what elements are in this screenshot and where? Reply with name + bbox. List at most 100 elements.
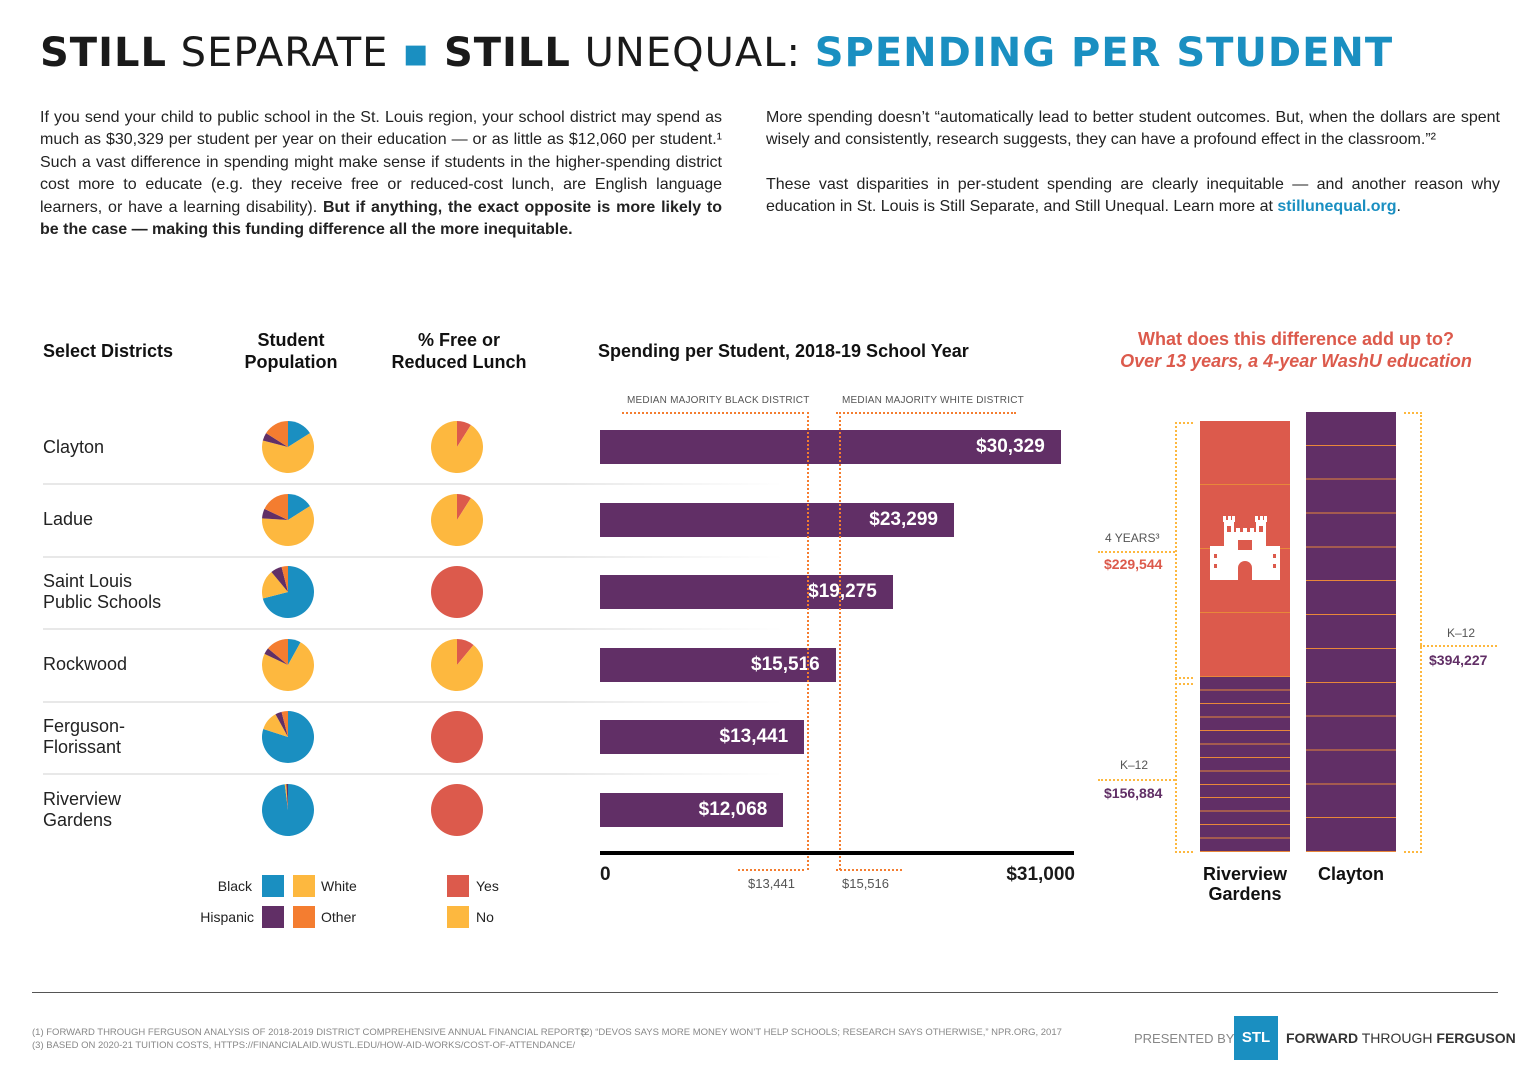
stl-logo-text: STL [1241, 1029, 1271, 1046]
rg-k12-value: $156,884 [1104, 785, 1163, 801]
population-slice-black [288, 638, 301, 665]
college-bracket-top [1175, 422, 1193, 424]
legend-yes-swatch [447, 875, 469, 897]
x-axis [600, 851, 1074, 855]
title-subject: SPENDING PER STUDENT [814, 30, 1394, 76]
population-slice-black [288, 493, 310, 520]
median-black-line [807, 412, 810, 870]
col1-line1: Riverview [1202, 864, 1288, 884]
college-bracket [1175, 422, 1177, 680]
population-slice-white [262, 433, 314, 473]
intro-right-p1: More spending doesn’t “automatically lea… [766, 109, 1500, 149]
row-separator [43, 628, 783, 631]
population-pie [262, 493, 314, 546]
spending-bar: $23,299 [600, 502, 954, 537]
header-population-1: Student [257, 330, 325, 350]
header-districts: Select Districts [43, 341, 174, 361]
spending-bar-label: $19,275 [808, 581, 877, 603]
org-1: FORWARD [1286, 1030, 1359, 1046]
header-lunch-2: Reduced Lunch [391, 352, 527, 372]
clayton-bracket-top [1404, 412, 1422, 414]
lunch-slice-yes [431, 566, 483, 619]
clayton-k12-segment [1306, 412, 1396, 852]
median-white-top-line [836, 412, 1016, 414]
rg-k12-bracket-top [1175, 683, 1193, 685]
clayton-bracket-bottom [1404, 851, 1422, 853]
page-title: STILL SEPARATE ▪ STILL UNEQUAL: SPENDING… [40, 30, 1393, 76]
intro-left-text: If you send your child to public school … [40, 109, 722, 216]
title-unequal: UNEQUAL: [584, 30, 801, 76]
lunch-slice-no [431, 493, 483, 546]
legend-other-label: Other [321, 909, 357, 925]
riverview-k12-segment [1200, 676, 1290, 852]
median-white-bottom-line [836, 869, 902, 871]
population-pie [262, 421, 314, 473]
population-slice-white [263, 714, 288, 738]
district-name-line: Rockwood [43, 654, 128, 675]
row-separator [43, 555, 783, 558]
lunch-slice-no [431, 421, 483, 473]
population-slice-other [267, 638, 288, 665]
riverview-column [1200, 420, 1290, 852]
legend-other-swatch [293, 906, 315, 928]
legend-hispanic-label: Hispanic [200, 909, 254, 925]
college-label: 4 YEARS³ [1105, 531, 1160, 545]
spending-bar-label: $23,299 [869, 508, 938, 530]
population-slice-other [281, 711, 288, 738]
district-name-line: Riverview [43, 789, 122, 809]
lunch-pie [431, 421, 483, 473]
district-name: Rockwood [43, 654, 127, 675]
population-pie [262, 638, 314, 691]
spending-bar: $12,068 [600, 793, 784, 827]
population-slice-other [281, 566, 288, 593]
clayton-column [1306, 412, 1396, 852]
median-black-top-line [622, 412, 804, 414]
header-population-2: Population [244, 352, 338, 372]
title-separate: SEPARATE [180, 30, 389, 76]
district-name-line: Florissant [43, 737, 122, 758]
legend-white-label: White [321, 878, 357, 894]
population-slice-other [266, 421, 288, 447]
rg-k12-label: K–12 [1120, 758, 1149, 772]
population-slice-hispanic [262, 508, 288, 520]
lunch-pie [431, 784, 483, 836]
stillunequal-link[interactable]: stillunequal.org [1277, 198, 1397, 216]
spending-bar: $13,441 [600, 720, 805, 755]
district-name: Clayton [43, 437, 104, 458]
legend-white-swatch [293, 875, 315, 897]
district-name-line: Ferguson- [43, 716, 126, 737]
clayton-k12-label: K–12 [1447, 626, 1476, 640]
rg-k12-bracket-bottom [1175, 851, 1193, 853]
row-separator [43, 773, 783, 776]
lunch-pie [431, 493, 483, 546]
col1-line2: Gardens [1208, 884, 1282, 904]
median-white-label: MEDIAN MAJORITY WHITE DISTRICT [842, 395, 1024, 406]
population-slice-hispanic [264, 648, 288, 665]
header-lunch: % Free or Reduced Lunch [369, 329, 549, 373]
footnote-1: (1) FORWARD THROUGH FERGUSON ANALYSIS OF… [32, 1027, 587, 1038]
header-right-1: What does this difference add up to? [1137, 329, 1454, 349]
stl-logo: STL [1234, 1016, 1278, 1060]
presented-by: PRESENTED BY [1134, 1031, 1235, 1046]
clayton-column-label: Clayton [1317, 864, 1384, 884]
population-slice-black [288, 421, 310, 447]
spending-bar-label: $13,441 [719, 726, 789, 748]
x-tick-0: 0 [600, 864, 611, 885]
title-still: STILL [40, 30, 167, 76]
intro-left-bold: But if anything, the exact opposite is m… [40, 198, 723, 239]
rg-k12-leader [1098, 779, 1175, 781]
footnote-3: (3) BASED ON 2020-21 TUITION COSTS, HTTP… [32, 1040, 576, 1051]
lunch-pie [431, 711, 483, 764]
population-slice-white [262, 572, 288, 599]
population-slice-black [262, 566, 314, 619]
district-name-line: Ladue [43, 509, 94, 530]
population-slice-other [264, 493, 288, 520]
intro-left: If you send your child to public school … [40, 107, 722, 241]
district-name: Ladue [43, 509, 93, 530]
college-bracket-bottom [1175, 677, 1193, 679]
org-3: FERGUSON [1436, 1030, 1516, 1046]
row-separator [43, 700, 783, 703]
median-black-value: $13,441 [748, 876, 795, 891]
district-name: Riverview Gardens [43, 789, 121, 831]
median-white-line [838, 412, 841, 870]
